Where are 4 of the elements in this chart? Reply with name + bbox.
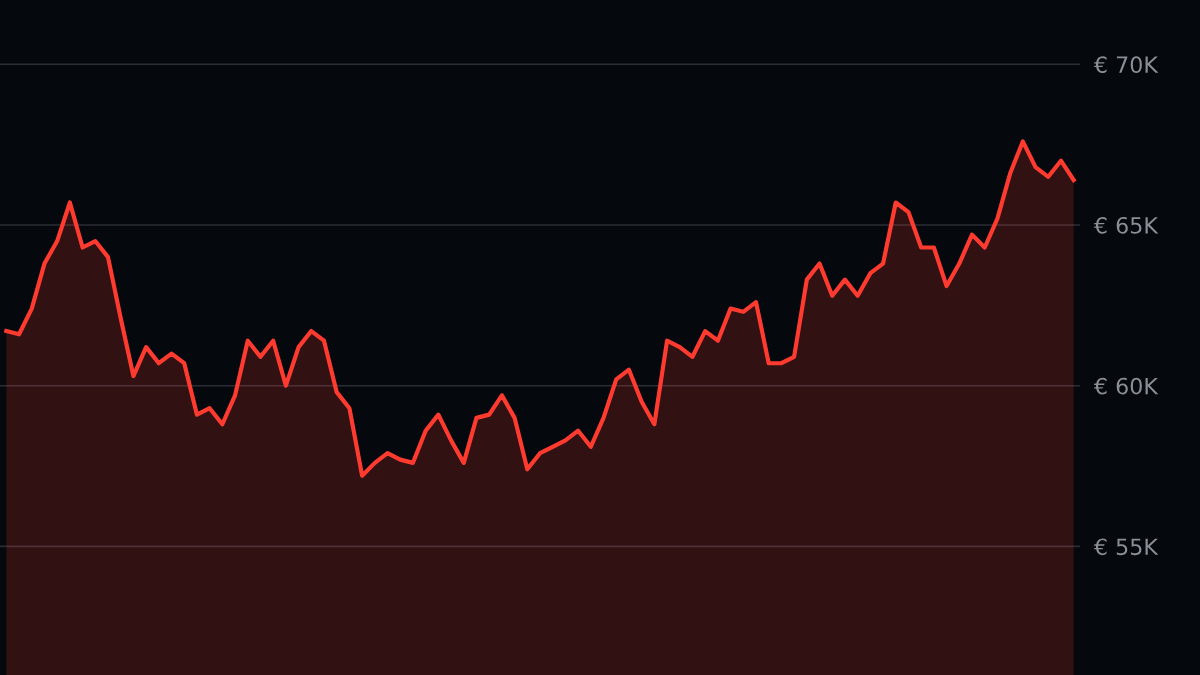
y-tick-label: € 60K: [1093, 377, 1159, 395]
y-tick-label: € 55K: [1093, 538, 1159, 556]
y-tick-label: € 65K: [1093, 216, 1159, 234]
y-tick-label: € 70K: [1093, 56, 1159, 74]
